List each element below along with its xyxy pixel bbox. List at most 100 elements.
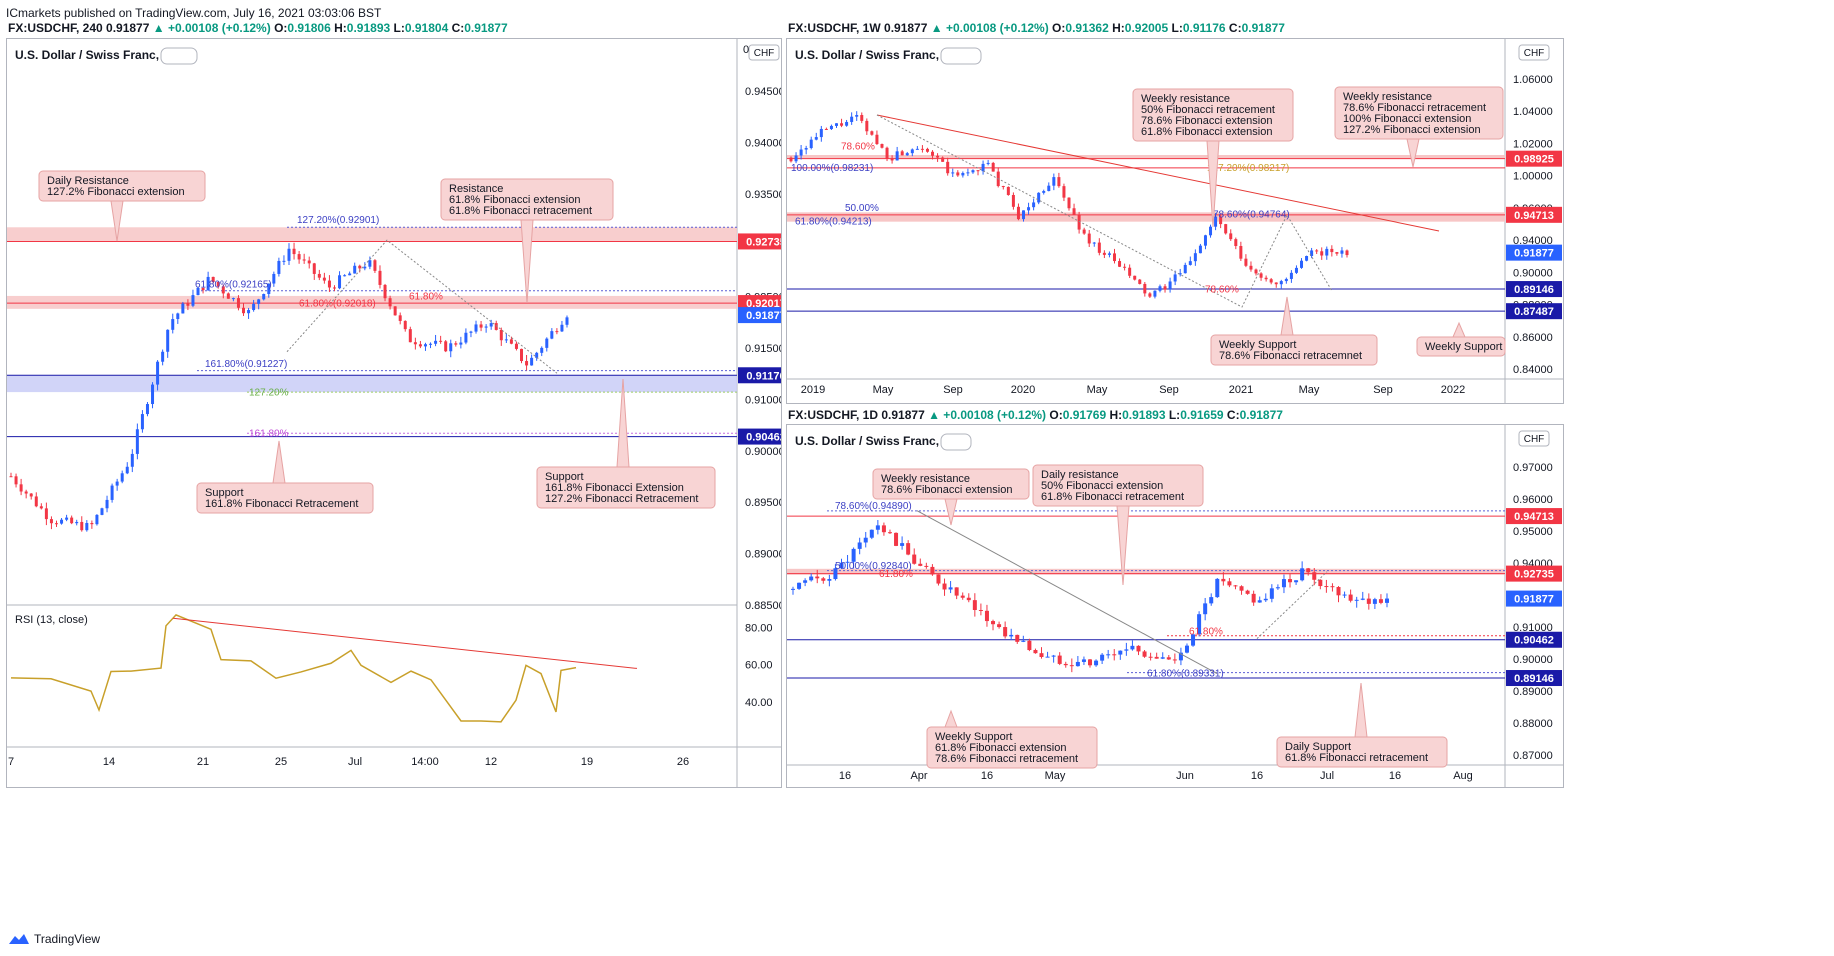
- callout-weekly-support-line: Weekly Support: [935, 731, 1012, 743]
- weekly-resistance-zone-upper: [787, 155, 1505, 159]
- candle-4h: [358, 265, 362, 269]
- candle-1w: [1163, 286, 1167, 290]
- candle-1d: [1191, 634, 1196, 646]
- candle-1d: [1215, 578, 1220, 598]
- date-tick: 16: [839, 770, 851, 782]
- candle-1d: [803, 580, 808, 583]
- date-tick: May: [1299, 384, 1320, 396]
- candle-1w: [1264, 277, 1268, 280]
- candle-4h: [469, 331, 473, 333]
- candle-1w: [834, 123, 838, 126]
- callout-weekly-support-line: 78.6% Fibonacci retracement: [935, 753, 1078, 765]
- candle-4h: [525, 361, 529, 366]
- fib-label: 61.80%(0.94213): [795, 216, 872, 227]
- candle-1w: [910, 149, 914, 154]
- candle-4h: [9, 476, 13, 478]
- callout-weekly-support: [926, 726, 1098, 769]
- candle-4h: [105, 499, 109, 509]
- callout-daily-support: [1276, 736, 1448, 768]
- candle-1w: [1229, 233, 1233, 240]
- candle-4h: [555, 331, 559, 333]
- candle-4h: [242, 307, 246, 314]
- chart-panel-4h[interactable]: 127.20%(0.92901) 61.80%(0.92165) 61.80%(0.…: [6, 38, 794, 788]
- price-tick: 0.89500: [745, 497, 781, 509]
- callout-support-1-line: Support: [205, 487, 244, 499]
- candle-4h: [388, 298, 392, 307]
- chart-panel-1d[interactable]: 78.60%(0.94890) 50.00%(0.92840) 61.80% 61.8…: [786, 424, 1564, 788]
- callout-daily-support-line: Daily Support: [1285, 741, 1351, 753]
- candle-1w: [1123, 266, 1127, 268]
- date-tick: 16: [981, 770, 993, 782]
- candle-1d: [1251, 593, 1256, 603]
- candle-1d: [894, 532, 899, 546]
- candle-1d: [1366, 598, 1371, 604]
- candle-4h: [418, 344, 422, 347]
- price-badge-label: 0.94713: [1514, 210, 1554, 222]
- candle-1w: [961, 172, 965, 176]
- candle-1w: [840, 123, 844, 126]
- candle-1w: [986, 162, 990, 164]
- candle-1d: [1239, 586, 1244, 591]
- candle-1d: [942, 583, 947, 590]
- candle-4h: [70, 517, 74, 524]
- candle-4h: [75, 521, 79, 524]
- candle-4h: [216, 281, 220, 287]
- tradingview-brand[interactable]: TradingView: [8, 932, 100, 946]
- fib-label: 161.80%(0.91227): [205, 359, 287, 370]
- candle-1w: [1340, 250, 1344, 254]
- date-tick: Apr: [910, 770, 927, 782]
- candle-4h: [383, 284, 387, 299]
- rsi-title: RSI (13, close): [15, 614, 88, 626]
- candle-4h: [211, 276, 215, 282]
- callout-daily-support-line: 61.8% Fibonacci retracement: [1285, 752, 1428, 764]
- low-4h: 0.91804: [404, 21, 449, 35]
- candle-1d: [797, 582, 802, 589]
- candle-1w: [1067, 197, 1071, 209]
- publisher-line: ICmarkets published on TradingView.com, …: [6, 6, 382, 20]
- candle-1w: [1057, 177, 1061, 187]
- candle-1d: [906, 543, 911, 555]
- candle-4h: [54, 523, 58, 525]
- candle-1d: [857, 542, 862, 549]
- candle-4h: [201, 287, 205, 291]
- open-4h: 0.91806: [287, 21, 331, 35]
- candle-1w: [915, 148, 919, 150]
- candle-1d: [821, 578, 826, 581]
- callout-support-2-line: Support: [545, 471, 584, 483]
- fib-label: 127.20%(0.92901): [297, 215, 379, 226]
- candle-1w: [1102, 252, 1106, 255]
- title-pill: [940, 433, 972, 451]
- date-tick: 14:00: [411, 756, 439, 768]
- candle-1d: [1203, 603, 1208, 615]
- candle-1w: [1047, 185, 1051, 192]
- candle-1d: [1088, 659, 1092, 666]
- callout-weekly-support-line: 61.8% Fibonacci extension: [935, 742, 1066, 754]
- chart-title: U.S. Dollar / Swiss Franc, 1W,: [795, 48, 963, 62]
- candle-1w: [1284, 278, 1288, 282]
- close-1d: 0.91877: [1239, 408, 1283, 422]
- candle-4h: [171, 319, 175, 330]
- resistance-zone-lower: [7, 295, 737, 309]
- candle-1w: [1300, 260, 1304, 268]
- price-badge-label: 0.98925: [1514, 154, 1554, 166]
- candle-1w: [1027, 207, 1031, 211]
- candle-1d: [954, 587, 959, 596]
- price-badge: [738, 428, 794, 445]
- change-4h: ▲ +0.00108 (+0.12%): [152, 21, 271, 35]
- price-tick: 0.86000: [1513, 332, 1553, 344]
- price-badge: [738, 367, 794, 384]
- candle-1w: [804, 148, 808, 150]
- chart-panel-1w[interactable]: 78.60% 100.00%(0.98231) 127.20%(0.98217) 50…: [786, 38, 1564, 404]
- price-badge: [1506, 244, 1562, 261]
- candle-4h: [378, 270, 382, 285]
- date-tick: May: [1045, 770, 1066, 782]
- weekly-trendline: [876, 114, 1440, 232]
- callout-daily-resistance-line: 61.8% Fibonacci retracement: [1041, 491, 1184, 503]
- price-badge: [1506, 281, 1562, 298]
- candle-4h: [186, 303, 190, 306]
- candle-1w: [895, 151, 899, 161]
- candle-1w: [824, 128, 828, 130]
- price-tick: 1.02000: [1513, 138, 1553, 150]
- candle-4h: [267, 283, 271, 295]
- candle-1d: [1148, 656, 1153, 658]
